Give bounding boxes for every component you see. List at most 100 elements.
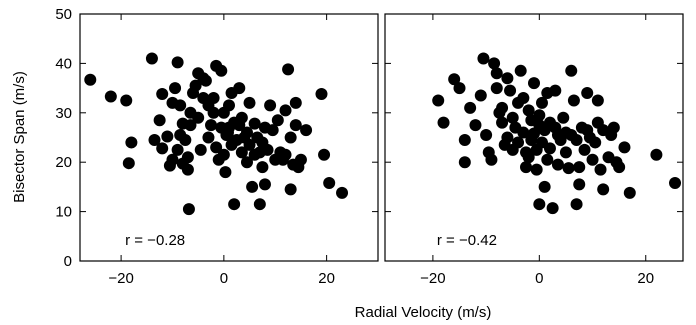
data-point (437, 116, 450, 129)
data-point (120, 94, 133, 107)
data-point (266, 124, 279, 137)
data-point (669, 176, 682, 189)
data-point (589, 136, 602, 149)
data-point (546, 202, 559, 215)
data-point (549, 84, 562, 97)
data-point (538, 180, 551, 193)
data-point (586, 153, 599, 166)
data-point (448, 73, 461, 86)
data-point (282, 63, 295, 76)
data-point (559, 146, 572, 159)
data-point (253, 198, 266, 211)
data-point (453, 82, 466, 95)
data-point (496, 101, 509, 114)
plot-frame (79, 13, 379, 262)
data-point (289, 119, 302, 132)
data-point (205, 119, 218, 132)
data-point (235, 111, 248, 124)
y-tick-label: 50 (55, 6, 72, 23)
data-point (284, 183, 297, 196)
data-point (271, 114, 284, 127)
data-point (530, 163, 543, 176)
data-point (504, 84, 517, 97)
data-point (104, 90, 117, 103)
x-tick-label: 0 (535, 270, 543, 287)
data-point (207, 91, 220, 104)
data-point (294, 153, 307, 166)
data-point (535, 96, 548, 109)
data-point (551, 158, 564, 171)
x-tick-label: −20 (420, 270, 445, 287)
data-point (517, 126, 530, 139)
data-point (199, 74, 212, 87)
data-point (543, 142, 556, 155)
data-point (501, 131, 514, 144)
data-point (125, 136, 138, 149)
data-point (156, 142, 169, 155)
data-point (613, 161, 626, 174)
data-point (581, 87, 594, 100)
data-point (215, 64, 228, 77)
data-point (166, 153, 179, 166)
plot-frame (384, 13, 684, 262)
data-point (171, 56, 184, 69)
data-point (533, 109, 546, 122)
data-point (565, 64, 578, 77)
data-point (184, 119, 197, 132)
data-point (318, 148, 331, 161)
data-point (235, 146, 248, 159)
x-tick-label: 0 (220, 270, 228, 287)
data-point (279, 104, 292, 117)
data-point (490, 67, 503, 80)
data-point (261, 143, 274, 156)
data-point (207, 106, 220, 119)
data-point (336, 186, 349, 199)
data-point (182, 203, 195, 216)
data-point (469, 119, 482, 132)
data-point (533, 198, 546, 211)
data-point (243, 138, 256, 151)
data-point (458, 133, 471, 146)
data-point (517, 91, 530, 104)
x-tick-label: 20 (318, 270, 335, 287)
data-point (210, 141, 223, 154)
data-point (557, 111, 570, 124)
data-point (161, 130, 174, 143)
data-point (477, 52, 490, 65)
data-point (279, 148, 292, 161)
data-point (623, 186, 636, 199)
data-point (284, 131, 297, 144)
data-point (618, 141, 631, 154)
data-point (243, 96, 256, 109)
data-point (522, 104, 535, 117)
data-point (591, 94, 604, 107)
data-point (217, 148, 230, 161)
data-point (496, 116, 509, 129)
data-point (258, 178, 271, 191)
data-point (84, 73, 97, 86)
y-tick-label: 0 (64, 253, 72, 270)
data-point (289, 96, 302, 109)
y-tick-label: 10 (55, 204, 72, 221)
data-point (578, 143, 591, 156)
data-point (240, 126, 253, 139)
data-point (432, 94, 445, 107)
data-point (145, 52, 158, 65)
data-point (480, 129, 493, 142)
x-tick-label: 20 (637, 270, 654, 287)
correlation-annotation: r = −0.28 (125, 232, 185, 249)
data-point (594, 163, 607, 176)
data-point (562, 162, 575, 175)
y-tick-label: 20 (55, 154, 72, 171)
data-point (323, 176, 336, 189)
data-point (567, 94, 580, 107)
data-point (223, 99, 235, 112)
data-point (474, 89, 487, 102)
data-point (240, 156, 253, 169)
data-point (464, 101, 477, 114)
data-point (248, 117, 261, 130)
data-point (171, 143, 184, 156)
data-point (174, 99, 187, 112)
data-point (153, 114, 166, 127)
